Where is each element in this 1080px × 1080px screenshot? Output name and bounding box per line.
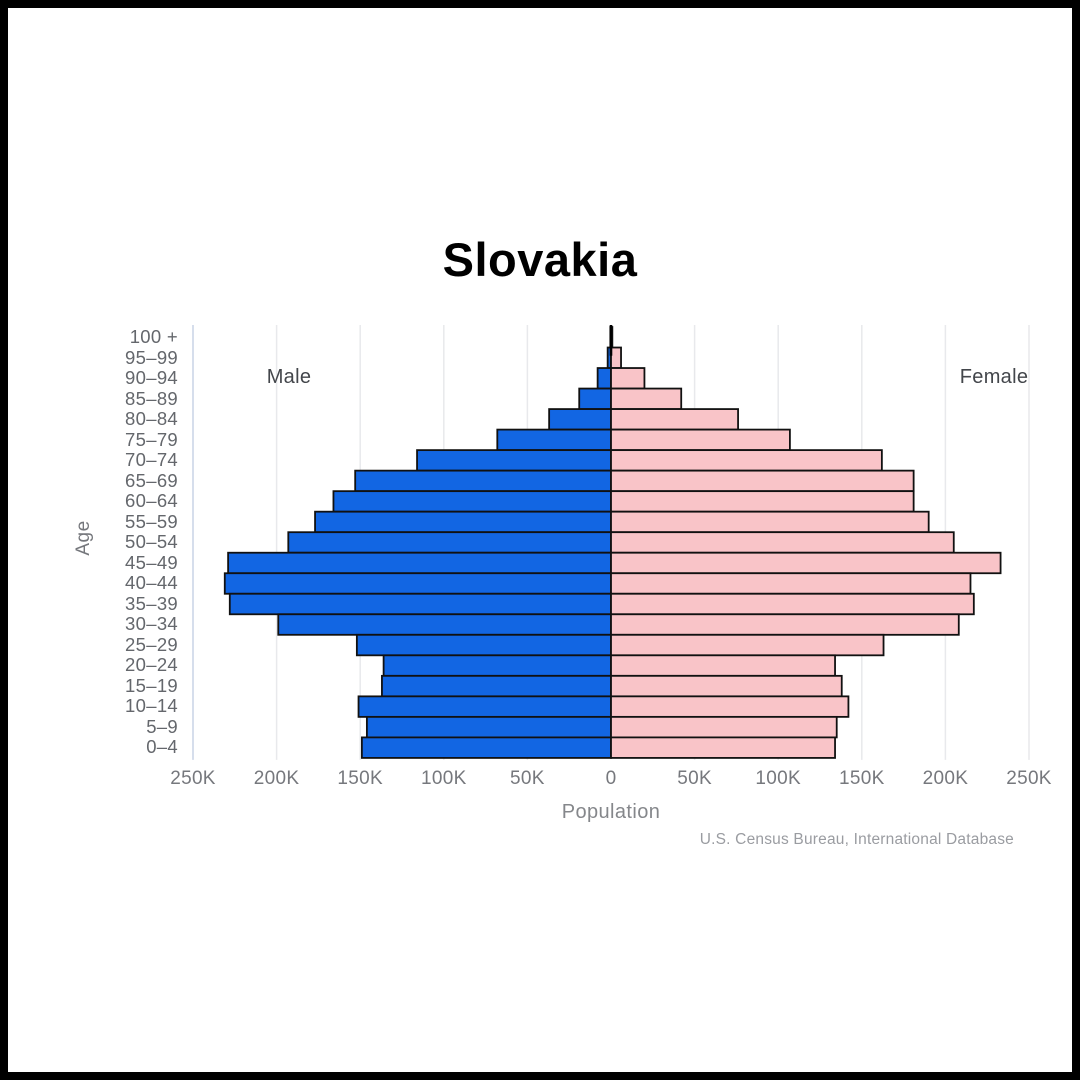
population-axis-title: Population	[561, 801, 661, 823]
male-bar	[578, 387, 612, 410]
male-bar	[548, 408, 612, 431]
female-bar	[610, 387, 683, 410]
age-group-label: 60–64	[125, 490, 178, 512]
female-bar	[610, 613, 960, 636]
male-bar	[227, 551, 612, 575]
age-group-label: 95–99	[125, 346, 178, 368]
female-bar	[610, 510, 930, 534]
age-group-label: 25–29	[125, 633, 178, 655]
male-bar	[228, 592, 612, 616]
female-side-label: Female	[959, 366, 1029, 388]
age-group-label: 85–89	[125, 387, 178, 409]
male-bar	[355, 633, 612, 657]
female-bar	[610, 695, 850, 718]
age-group-label: 5–9	[146, 715, 178, 737]
age-group-label: 55–59	[125, 510, 178, 532]
source-credit: U.S. Census Bureau, International Databa…	[699, 831, 1014, 848]
age-group-label: 75–79	[125, 428, 178, 450]
age-group-label: 10–14	[125, 695, 178, 717]
population-tick-label: 50K	[677, 768, 712, 789]
age-group-label: 30–34	[125, 613, 178, 635]
male-bar	[496, 428, 612, 452]
male-side-label: Male	[266, 366, 312, 388]
male-bar	[416, 449, 612, 472]
female-bar	[610, 428, 791, 452]
female-bar	[610, 346, 622, 369]
age-group-label: 90–94	[125, 367, 178, 389]
male-bar	[287, 531, 612, 554]
age-group-label: 70–74	[125, 449, 178, 471]
male-bar	[357, 695, 612, 718]
age-group-label: 35–39	[125, 592, 178, 614]
female-bar	[610, 592, 975, 616]
female-bar	[610, 449, 883, 472]
age-group-label: 40–44	[125, 572, 178, 594]
age-group-label: 50–54	[125, 531, 178, 553]
population-tick-label: 100K	[755, 768, 801, 789]
female-bar	[610, 531, 955, 554]
female-bar	[610, 736, 836, 759]
population-tick-label: 100K	[421, 768, 467, 789]
female-bar	[610, 408, 739, 431]
age-group-label: 0–4	[146, 736, 178, 758]
age-group-label: 45–49	[125, 551, 178, 573]
male-bar	[332, 490, 612, 513]
female-bar	[610, 572, 972, 595]
population-tick-label: 250K	[170, 768, 216, 789]
age-group-label: 20–24	[125, 654, 178, 676]
female-bar	[610, 654, 836, 677]
male-bar	[354, 469, 612, 493]
male-bar	[382, 654, 612, 677]
male-bar	[223, 572, 612, 595]
population-tick-label: 150K	[839, 768, 885, 789]
male-bar	[314, 510, 612, 534]
female-bar	[610, 551, 1002, 575]
female-bar	[610, 715, 838, 739]
age-group-label: 100 +	[129, 326, 178, 347]
population-tick-label: 50K	[510, 768, 545, 789]
age-axis-title: Age	[73, 520, 94, 556]
male-bar	[365, 715, 612, 739]
population-tick-label: 0	[605, 768, 617, 789]
male-bar	[277, 613, 612, 636]
age-group-label: 80–84	[125, 408, 178, 430]
male-bar	[381, 674, 612, 698]
female-bar	[610, 469, 915, 493]
population-tick-label: 200K	[922, 768, 969, 789]
population-tick-label: 200K	[253, 768, 300, 789]
male-bar	[360, 736, 612, 759]
age-group-label: 65–69	[125, 469, 178, 491]
age-group-label: 15–19	[125, 674, 178, 696]
population-tick-label: 150K	[337, 768, 383, 789]
female-bar	[610, 367, 646, 390]
population-tick-label: 250K	[1006, 768, 1052, 789]
female-bar	[610, 674, 843, 698]
chart-title: Slovakia	[442, 233, 638, 286]
male-bar	[596, 367, 612, 390]
female-bar	[610, 633, 885, 657]
pyramid-chart	[192, 325, 1030, 760]
female-bar	[610, 490, 915, 513]
